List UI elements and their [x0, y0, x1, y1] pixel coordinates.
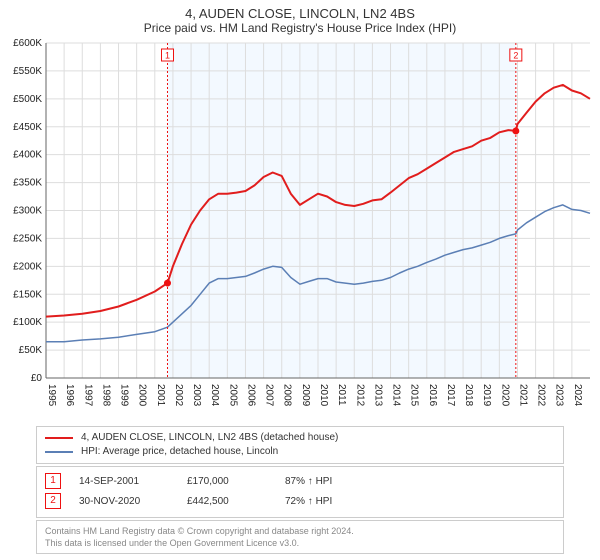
- svg-text:2006: 2006: [245, 384, 256, 407]
- svg-text:2000: 2000: [137, 384, 148, 407]
- svg-text:£200K: £200K: [13, 261, 42, 272]
- credits-line: This data is licensed under the Open Gov…: [45, 537, 555, 549]
- page-title: 4, AUDEN CLOSE, LINCOLN, LN2 4BS: [0, 0, 600, 21]
- svg-text:2022: 2022: [536, 384, 547, 407]
- event-date: 30-NOV-2020: [79, 496, 169, 507]
- svg-text:£500K: £500K: [13, 94, 42, 105]
- svg-text:£600K: £600K: [13, 39, 42, 49]
- legend-label: HPI: Average price, detached house, Linc…: [81, 445, 278, 459]
- event-row: 1 14-SEP-2001 £170,000 87% ↑ HPI: [45, 471, 555, 491]
- svg-text:2011: 2011: [336, 384, 347, 406]
- chart-area: £0 £50K £100K £150K £200K £250K £300K £350K £400…: [0, 39, 600, 422]
- event-price: £442,500: [187, 496, 267, 507]
- svg-text:£300K: £300K: [13, 206, 42, 217]
- svg-text:£550K: £550K: [13, 66, 42, 77]
- legend-label: 4, AUDEN CLOSE, LINCOLN, LN2 4BS (detach…: [81, 431, 338, 445]
- svg-text:2005: 2005: [227, 384, 238, 407]
- svg-text:2012: 2012: [354, 384, 365, 407]
- svg-text:1998: 1998: [100, 384, 111, 407]
- legend-box: 4, AUDEN CLOSE, LINCOLN, LN2 4BS (detach…: [36, 426, 564, 464]
- event-hpi: 72% ↑ HPI: [285, 496, 332, 507]
- svg-text:2017: 2017: [445, 384, 456, 407]
- svg-text:2024: 2024: [572, 384, 583, 407]
- svg-text:2001: 2001: [155, 384, 166, 407]
- svg-text:£50K: £50K: [19, 345, 43, 356]
- svg-text:2007: 2007: [264, 384, 275, 407]
- event-date: 14-SEP-2001: [79, 476, 169, 487]
- event-price: £170,000: [187, 476, 267, 487]
- event-row: 2 30-NOV-2020 £442,500 72% ↑ HPI: [45, 491, 555, 511]
- event-marker-icon: 1: [45, 473, 61, 489]
- svg-text:£350K: £350K: [13, 178, 42, 189]
- svg-text:2013: 2013: [372, 384, 383, 407]
- event-hpi: 87% ↑ HPI: [285, 476, 332, 487]
- svg-text:2021: 2021: [517, 384, 528, 407]
- svg-text:2019: 2019: [481, 384, 492, 407]
- svg-text:2023: 2023: [554, 384, 565, 407]
- event-marker-icon: 2: [45, 493, 61, 509]
- svg-text:2002: 2002: [173, 384, 184, 407]
- page-subtitle: Price paid vs. HM Land Registry's House …: [0, 21, 600, 39]
- svg-text:2015: 2015: [409, 384, 420, 407]
- events-table: 1 14-SEP-2001 £170,000 87% ↑ HPI 2 30-NO…: [36, 466, 564, 518]
- svg-text:1999: 1999: [119, 384, 130, 407]
- svg-text:2008: 2008: [282, 384, 293, 407]
- svg-text:2016: 2016: [427, 384, 438, 407]
- legend-item: 4, AUDEN CLOSE, LINCOLN, LN2 4BS (detach…: [45, 431, 555, 445]
- svg-text:1: 1: [165, 51, 170, 61]
- svg-text:£100K: £100K: [13, 317, 42, 328]
- credits-box: Contains HM Land Registry data © Crown c…: [36, 520, 564, 554]
- svg-text:2009: 2009: [300, 384, 311, 407]
- svg-text:2020: 2020: [499, 384, 510, 407]
- legend-item: HPI: Average price, detached house, Linc…: [45, 445, 555, 459]
- svg-text:2004: 2004: [209, 384, 220, 407]
- svg-text:£250K: £250K: [13, 233, 42, 244]
- legend-swatch: [45, 451, 73, 453]
- svg-text:£400K: £400K: [13, 150, 42, 161]
- svg-text:£150K: £150K: [13, 289, 42, 300]
- svg-text:2014: 2014: [391, 384, 402, 407]
- svg-text:2018: 2018: [463, 384, 474, 407]
- svg-text:£0: £0: [31, 373, 43, 384]
- svg-text:2003: 2003: [191, 384, 202, 407]
- credits-line: Contains HM Land Registry data © Crown c…: [45, 525, 555, 537]
- svg-text:1997: 1997: [82, 384, 93, 407]
- price-line-chart: £0 £50K £100K £150K £200K £250K £300K £350K £400…: [0, 39, 600, 422]
- svg-text:2010: 2010: [318, 384, 329, 407]
- legend-swatch: [45, 437, 73, 439]
- svg-text:£450K: £450K: [13, 122, 42, 133]
- svg-text:2: 2: [513, 51, 518, 61]
- svg-text:1996: 1996: [64, 384, 75, 407]
- svg-text:1995: 1995: [46, 384, 57, 407]
